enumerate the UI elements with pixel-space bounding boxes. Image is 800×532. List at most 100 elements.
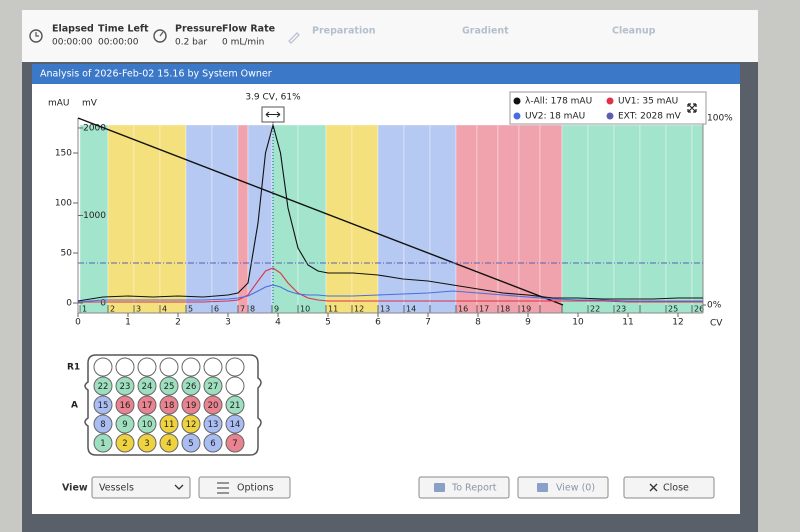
vessel[interactable] <box>93 414 113 434</box>
y-tick-label: 0 <box>66 299 72 309</box>
vessel[interactable] <box>225 376 245 396</box>
step[interactable]: Preparation <box>312 26 376 37</box>
vessel[interactable] <box>203 376 223 396</box>
fraction-band <box>613 124 641 314</box>
step[interactable]: Gradient <box>462 26 509 37</box>
vessel[interactable] <box>159 376 179 396</box>
fraction-label: 7 <box>240 305 245 314</box>
vessel[interactable] <box>225 414 245 434</box>
fraction-band <box>271 124 299 314</box>
vessel[interactable] <box>115 395 135 415</box>
legend-swatch <box>513 97 521 105</box>
vessel-label: 1 <box>100 439 105 449</box>
pressure-label: Pressure <box>175 24 222 35</box>
view-button[interactable] <box>517 476 609 499</box>
vessel[interactable] <box>225 395 245 415</box>
vessel[interactable] <box>93 376 113 396</box>
y3-tick-label: 0% <box>707 301 722 311</box>
legend-entry: UV2: 18 mAU <box>525 112 585 122</box>
rack-label: R1 <box>67 363 80 373</box>
vessel[interactable] <box>203 433 223 453</box>
status-bar <box>22 10 758 62</box>
trace <box>78 267 703 303</box>
vessel-label: 20 <box>208 401 219 411</box>
step[interactable]: Cleanup <box>612 26 656 37</box>
gradient-line <box>77 117 564 306</box>
x-tick-label: 10 <box>572 318 584 328</box>
vessel[interactable] <box>93 395 113 415</box>
vessel[interactable] <box>181 414 201 434</box>
vessel[interactable] <box>137 395 157 415</box>
view-select[interactable] <box>91 476 191 499</box>
vessel[interactable] <box>181 376 201 396</box>
fraction-band <box>185 124 213 314</box>
vessel[interactable] <box>181 357 201 377</box>
fraction-label: 16 <box>458 305 468 314</box>
clock-hands <box>35 32 39 37</box>
vessel[interactable] <box>137 414 157 434</box>
button-text: View (0) <box>556 483 595 494</box>
to-report-button[interactable] <box>418 476 510 499</box>
vessel-label: 26 <box>186 382 197 392</box>
view-label: View <box>62 483 88 494</box>
vessel[interactable] <box>115 357 135 377</box>
fraction-band <box>211 124 239 314</box>
fraction-label: 23 <box>616 305 626 314</box>
y-tick-label: 150 <box>55 149 72 159</box>
x-tick-label: 6 <box>375 318 381 328</box>
vessel[interactable] <box>115 433 135 453</box>
vessel-label: 12 <box>186 420 197 430</box>
vessel[interactable] <box>203 414 223 434</box>
vessel[interactable] <box>203 395 223 415</box>
y-tick-label: 50 <box>61 249 73 259</box>
vessel[interactable] <box>137 376 157 396</box>
vessel[interactable] <box>159 414 179 434</box>
x-tick-label: 11 <box>622 318 633 328</box>
vessel[interactable] <box>159 357 179 377</box>
fraction-label: 8 <box>250 305 255 314</box>
vessel[interactable] <box>203 357 223 377</box>
dialog-header <box>32 64 740 84</box>
fraction-band <box>665 124 693 314</box>
vessel-label: 9 <box>122 420 127 430</box>
x-tick-label: 0 <box>75 318 81 328</box>
expand-icon[interactable] <box>687 103 697 113</box>
fraction-label: 17 <box>479 305 489 314</box>
fraction-label: 19 <box>521 305 531 314</box>
vessel-label: 4 <box>166 439 171 449</box>
vessel[interactable] <box>225 433 245 453</box>
vessel[interactable] <box>137 357 157 377</box>
close-button[interactable] <box>623 476 715 499</box>
vessel-label: 27 <box>208 382 219 392</box>
legend-entry: UV1: 35 mAU <box>618 97 678 107</box>
vessel[interactable] <box>93 357 113 377</box>
legend-swatch <box>513 112 521 120</box>
gauge-needle <box>159 31 164 37</box>
x-tick-label: 4 <box>275 318 281 328</box>
fraction-label: 2 <box>110 305 115 314</box>
vessel-label: 18 <box>164 401 175 411</box>
x-tick-label: 5 <box>325 318 331 328</box>
vessel-label: 21 <box>230 401 241 411</box>
vessel[interactable] <box>93 433 113 453</box>
vessel[interactable] <box>115 414 135 434</box>
gauge-icon <box>153 29 167 43</box>
fraction-band <box>518 124 541 314</box>
vessel[interactable] <box>159 433 179 453</box>
fraction-label: 6 <box>214 305 219 314</box>
fraction-label: 5 <box>188 305 193 314</box>
vessel[interactable] <box>115 376 135 396</box>
vessel[interactable] <box>137 433 157 453</box>
elapsed-value: 00:00:00 <box>52 38 93 48</box>
time-left-label: Time Left <box>98 24 149 35</box>
vessel[interactable] <box>159 395 179 415</box>
vessel[interactable] <box>181 433 201 453</box>
fraction-band <box>691 124 704 314</box>
vessel[interactable] <box>181 395 201 415</box>
fraction-label: 4 <box>162 305 167 314</box>
vessel[interactable] <box>225 357 245 377</box>
elapsed-label: Elapsed <box>52 24 94 35</box>
